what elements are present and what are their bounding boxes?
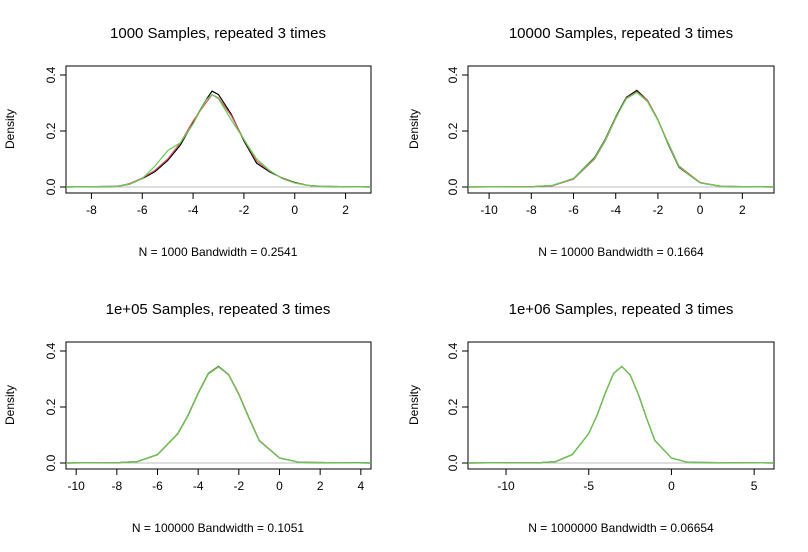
y-tick-label: 0.2 [44,398,58,415]
x-tick-label: -8 [111,479,122,493]
density-line-1 [467,89,775,188]
y-tick-label: 0.4 [446,66,460,83]
x-tick-label: -2 [653,203,664,217]
density-line-3 [467,365,775,464]
x-tick-label: -10 [497,479,515,493]
y-axis-label: Density [3,385,17,425]
x-tick-label: -4 [610,203,621,217]
density-line-3 [65,365,372,464]
x-axis-label: N = 1000000 Bandwidth = 0.06654 [528,521,714,535]
chart-title: 1000 Samples, repeated 3 times [110,25,326,42]
x-axis-label: N = 10000 Bandwidth = 0.1664 [538,245,704,259]
x-tick-label: -10 [480,203,498,217]
x-tick-label: 2 [342,203,349,217]
x-axis-label: N = 100000 Bandwidth = 0.1051 [132,521,304,535]
density-line-2 [65,93,372,188]
x-tick-label: 4 [357,479,364,493]
y-tick-label: 0.2 [446,398,460,415]
x-tick-label: 0 [697,203,704,217]
plot-frame [65,65,372,194]
density-line-1 [467,365,775,464]
density-line-1 [65,365,372,464]
x-tick-label: -6 [137,203,148,217]
y-tick-label: 0.0 [44,454,58,471]
y-tick-label: 0.2 [446,122,460,139]
x-tick-label: -2 [239,203,250,217]
x-tick-label: 2 [739,203,746,217]
y-tick-label: 0.0 [446,178,460,195]
panel-4: -10 -5 0 5 0.0 0.2 0.4 1e+06 Samples, repeated … [407,301,775,535]
x-tick-label: -5 [583,479,594,493]
x-axis-label: N = 1000 Bandwidth = 0.2541 [139,245,298,259]
x-tick-label: -6 [152,479,163,493]
density-line-2 [467,365,775,464]
y-axis-label: Density [407,109,421,149]
x-tick-label: -4 [193,479,204,493]
x-tick-label: -2 [233,479,244,493]
y-tick-label: 0.4 [44,66,58,83]
y-axis-label: Density [3,109,17,149]
panel-3: -10 -8 -6 -4 -2 0 2 4 0.0 0.2 0.4 1e+05 Samples, re… [3,301,372,535]
y-tick-label: 0.4 [446,342,460,359]
density-line-3 [65,93,372,188]
x-tick-label: 2 [317,479,324,493]
plot-frame [467,65,775,194]
x-tick-label: 5 [751,479,758,493]
x-tick-label: -8 [86,203,97,217]
panel-1: -8 -6 -4 -2 0 2 0.0 0.2 0.4 1000 Samples, repeate… [3,25,372,259]
x-tick-label: -6 [568,203,579,217]
density-line-3 [467,91,775,188]
chart-title: 1e+06 Samples, repeated 3 times [509,301,734,318]
x-tick-label: 0 [276,479,283,493]
chart-title: 1e+05 Samples, repeated 3 times [106,301,331,318]
y-tick-label: 0.0 [44,178,58,195]
x-tick-label: 0 [291,203,298,217]
y-tick-label: 0.0 [446,454,460,471]
y-tick-label: 0.2 [44,122,58,139]
x-tick-label: 0 [668,479,675,493]
panel-2: -10 -8 -6 -4 -2 0 2 0.0 0.2 0.4 10000 Samples, rep… [407,25,775,259]
density-line-1 [65,90,372,188]
density-line-2 [65,366,372,464]
y-tick-label: 0.4 [44,342,58,359]
plot-frame [65,341,372,470]
chart-title: 10000 Samples, repeated 3 times [509,25,733,42]
x-tick-label: -10 [67,479,85,493]
plot-frame [467,341,775,470]
x-tick-label: -4 [188,203,199,217]
x-tick-label: -8 [526,203,537,217]
y-axis-label: Density [407,385,421,425]
